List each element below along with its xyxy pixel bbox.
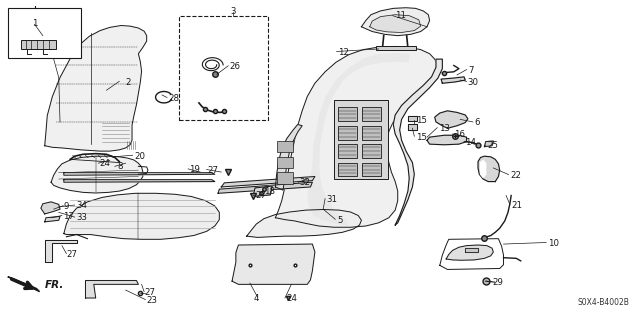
Text: 24: 24 — [99, 159, 110, 168]
Text: 2: 2 — [125, 78, 131, 87]
Polygon shape — [64, 193, 220, 239]
Polygon shape — [465, 248, 478, 252]
Text: 22: 22 — [510, 171, 521, 180]
Text: 6: 6 — [474, 118, 480, 127]
Polygon shape — [275, 124, 302, 190]
Text: 12: 12 — [338, 48, 349, 57]
Text: 33: 33 — [76, 213, 87, 222]
Text: 20: 20 — [134, 152, 145, 161]
Bar — [276, 156, 292, 168]
Text: 7: 7 — [468, 66, 474, 75]
Text: 1: 1 — [32, 19, 37, 28]
Polygon shape — [45, 26, 147, 151]
Text: 5: 5 — [338, 216, 343, 225]
Text: 3: 3 — [230, 7, 236, 16]
Polygon shape — [394, 59, 442, 225]
Text: 13: 13 — [438, 124, 449, 133]
Text: 4: 4 — [253, 294, 259, 303]
Text: 17: 17 — [63, 212, 74, 221]
Bar — [276, 172, 292, 184]
Polygon shape — [246, 210, 362, 237]
Polygon shape — [427, 135, 467, 145]
Text: 32: 32 — [300, 178, 310, 187]
Polygon shape — [308, 54, 409, 225]
Text: 30: 30 — [468, 78, 479, 87]
Bar — [376, 46, 415, 50]
Bar — [338, 144, 357, 158]
Text: 34: 34 — [76, 202, 87, 211]
Text: 29: 29 — [492, 278, 503, 287]
Bar — [362, 107, 381, 121]
Polygon shape — [64, 173, 215, 175]
Bar — [362, 144, 381, 158]
Polygon shape — [408, 116, 417, 121]
Text: 27: 27 — [145, 288, 156, 297]
Polygon shape — [484, 141, 493, 147]
Bar — [8, 8, 81, 59]
Text: 27: 27 — [207, 166, 218, 175]
Polygon shape — [478, 156, 500, 181]
Polygon shape — [45, 240, 77, 262]
Polygon shape — [41, 202, 60, 214]
Text: 8: 8 — [117, 163, 123, 172]
Polygon shape — [218, 182, 312, 193]
Polygon shape — [441, 77, 465, 83]
Text: 25: 25 — [487, 141, 498, 150]
Text: 16: 16 — [454, 130, 465, 139]
Polygon shape — [221, 177, 315, 187]
Bar — [276, 141, 292, 152]
Bar — [179, 16, 268, 120]
Text: 14: 14 — [465, 138, 476, 147]
Text: 31: 31 — [326, 195, 337, 204]
Bar — [338, 107, 357, 121]
Polygon shape — [275, 46, 438, 227]
Text: 21: 21 — [511, 201, 522, 210]
Text: 27: 27 — [255, 191, 266, 200]
Polygon shape — [232, 244, 315, 284]
Text: 23: 23 — [147, 296, 157, 305]
Text: 27: 27 — [67, 250, 77, 259]
Polygon shape — [481, 161, 486, 178]
Polygon shape — [64, 180, 215, 182]
Text: 18: 18 — [264, 187, 275, 196]
Bar — [338, 126, 357, 140]
Polygon shape — [435, 111, 468, 128]
Bar — [334, 100, 388, 179]
Text: FR.: FR. — [45, 280, 64, 290]
Text: 15: 15 — [415, 133, 427, 142]
Bar — [362, 163, 381, 177]
Polygon shape — [362, 8, 429, 36]
Bar — [20, 40, 56, 49]
Polygon shape — [86, 281, 138, 298]
Polygon shape — [446, 245, 493, 260]
Bar — [362, 126, 381, 140]
Text: S0X4-B4002B: S0X4-B4002B — [577, 298, 629, 307]
Text: 28: 28 — [168, 94, 179, 103]
Polygon shape — [370, 15, 420, 32]
Polygon shape — [45, 216, 60, 222]
Text: 26: 26 — [230, 62, 241, 71]
Bar — [338, 163, 357, 177]
Polygon shape — [408, 124, 417, 130]
Polygon shape — [8, 277, 40, 292]
Text: 9: 9 — [63, 203, 68, 212]
Polygon shape — [253, 186, 272, 196]
Text: 10: 10 — [548, 239, 559, 248]
Text: 24: 24 — [286, 294, 297, 303]
Polygon shape — [51, 156, 143, 193]
Text: 19: 19 — [189, 165, 200, 174]
Text: 15: 15 — [415, 116, 427, 125]
Text: 11: 11 — [394, 11, 406, 20]
